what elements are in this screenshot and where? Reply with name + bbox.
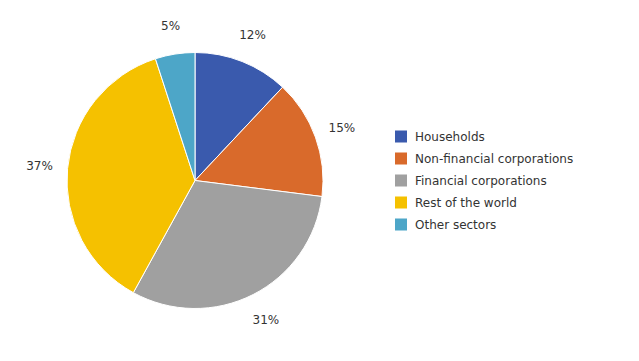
data-label: 12% <box>239 28 266 42</box>
legend-swatch <box>395 175 407 187</box>
data-label: 31% <box>253 313 280 327</box>
data-label: 5% <box>161 19 180 33</box>
legend-label: Rest of the world <box>415 196 517 210</box>
legend-swatch <box>395 197 407 209</box>
chart: 12% 15% 31% 37% 5% Households Non-financial co… <box>0 0 639 361</box>
legend-label: Households <box>415 130 485 144</box>
legend: Households Non-financial corporations Fina… <box>395 130 573 232</box>
legend-label: Financial corporations <box>415 174 547 188</box>
pie-slice <box>195 87 323 196</box>
legend-label: Other sectors <box>415 218 496 232</box>
chart-container: 12% 15% 31% 37% 5% Households Non-financial co… <box>0 0 639 361</box>
pie-slices <box>67 53 323 309</box>
data-labels: 12% 15% 31% 37% 5% <box>26 19 355 326</box>
legend-label: Non-financial corporations <box>415 152 573 166</box>
legend-swatch <box>395 153 407 165</box>
legend-swatch <box>395 131 407 143</box>
pie-slice <box>155 53 195 181</box>
legend-swatch <box>395 219 407 231</box>
data-label: 15% <box>329 121 356 135</box>
data-label: 37% <box>26 159 53 173</box>
